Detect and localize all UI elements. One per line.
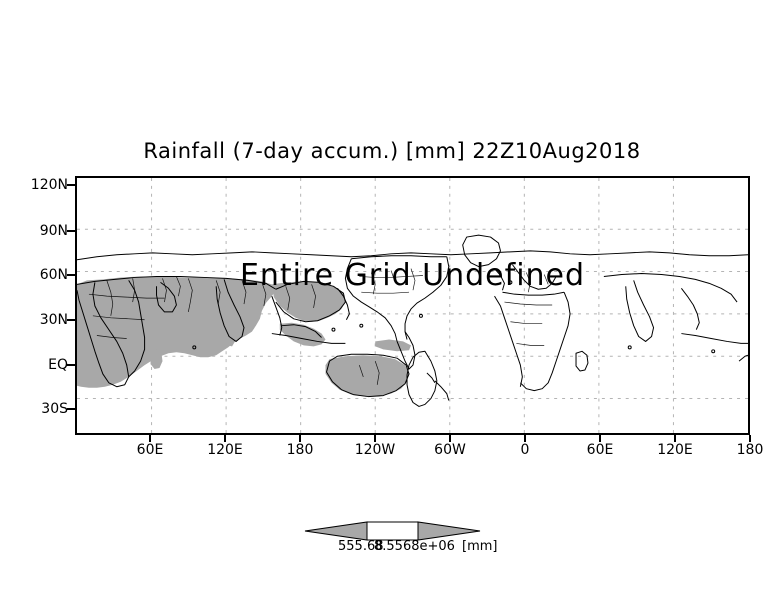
x-tick-label-180: 180 [286, 442, 314, 458]
x-tick-mark [749, 435, 751, 442]
x-tick-mark [374, 435, 376, 442]
x-tick-mark [449, 435, 451, 442]
world-map [77, 178, 748, 433]
colorbar-units-label: [mm] [462, 539, 498, 554]
colorbar-band-center [366, 521, 419, 541]
colorbar-graphic [304, 521, 481, 541]
page-title: Rainfall (7-day accum.) [mm] 22Z10Aug201… [143, 139, 641, 163]
y-tick-mark [67, 274, 75, 276]
y-tick-label-120n: 120N [30, 177, 68, 193]
y-tick-mark [67, 184, 75, 186]
colorbar-extend-right [417, 521, 481, 541]
x-tick-label-60e: 60E [136, 442, 164, 458]
land-shading [77, 276, 412, 397]
x-tick-label-60e-2: 60E [586, 442, 614, 458]
y-tick-label-90n: 90N [39, 223, 68, 239]
y-tick-mark [67, 230, 75, 232]
colorbar-tick-label-max: 8.5568e+06 [374, 539, 455, 554]
y-tick-label-30n: 30N [39, 312, 68, 328]
map-coastlines [77, 234, 748, 407]
x-tick-label-120e-2: 120E [657, 442, 693, 458]
x-tick-mark [674, 435, 676, 442]
x-tick-mark [299, 435, 301, 442]
x-tick-mark [599, 435, 601, 442]
x-tick-label-60w: 60W [434, 442, 466, 458]
y-tick-mark [67, 408, 75, 410]
x-tick-label-120e: 120E [207, 442, 243, 458]
y-tick-label-60n: 60N [39, 267, 68, 283]
colorbar-extend-left [304, 521, 368, 541]
colorbar [304, 519, 481, 543]
x-tick-mark [224, 435, 226, 442]
y-tick-mark [67, 364, 75, 366]
y-tick-label-eq: EQ [48, 357, 68, 373]
colorbar-tick-label-min: 555.68 [338, 539, 384, 554]
y-tick-mark [67, 319, 75, 321]
map-plot-area [75, 176, 750, 435]
x-tick-label-180-2: 180 [736, 442, 764, 458]
x-tick-label-0: 0 [520, 442, 530, 458]
x-tick-mark [149, 435, 151, 442]
x-tick-label-120w: 120W [354, 442, 396, 458]
x-tick-mark [524, 435, 526, 442]
y-tick-label-30s: 30S [41, 401, 68, 417]
country-borders [88, 268, 553, 385]
